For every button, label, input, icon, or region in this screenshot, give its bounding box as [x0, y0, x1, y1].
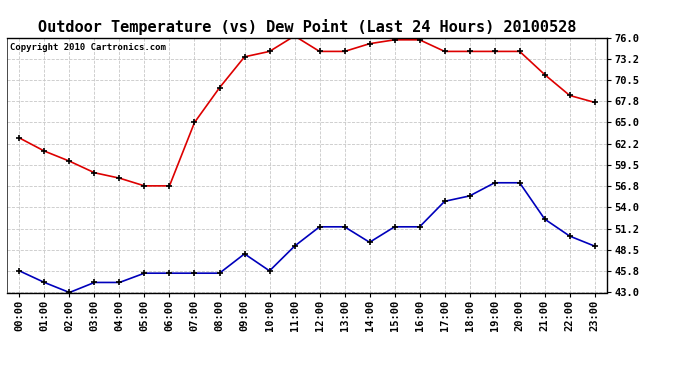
- Title: Outdoor Temperature (vs) Dew Point (Last 24 Hours) 20100528: Outdoor Temperature (vs) Dew Point (Last…: [38, 19, 576, 35]
- Text: Copyright 2010 Cartronics.com: Copyright 2010 Cartronics.com: [10, 43, 166, 52]
